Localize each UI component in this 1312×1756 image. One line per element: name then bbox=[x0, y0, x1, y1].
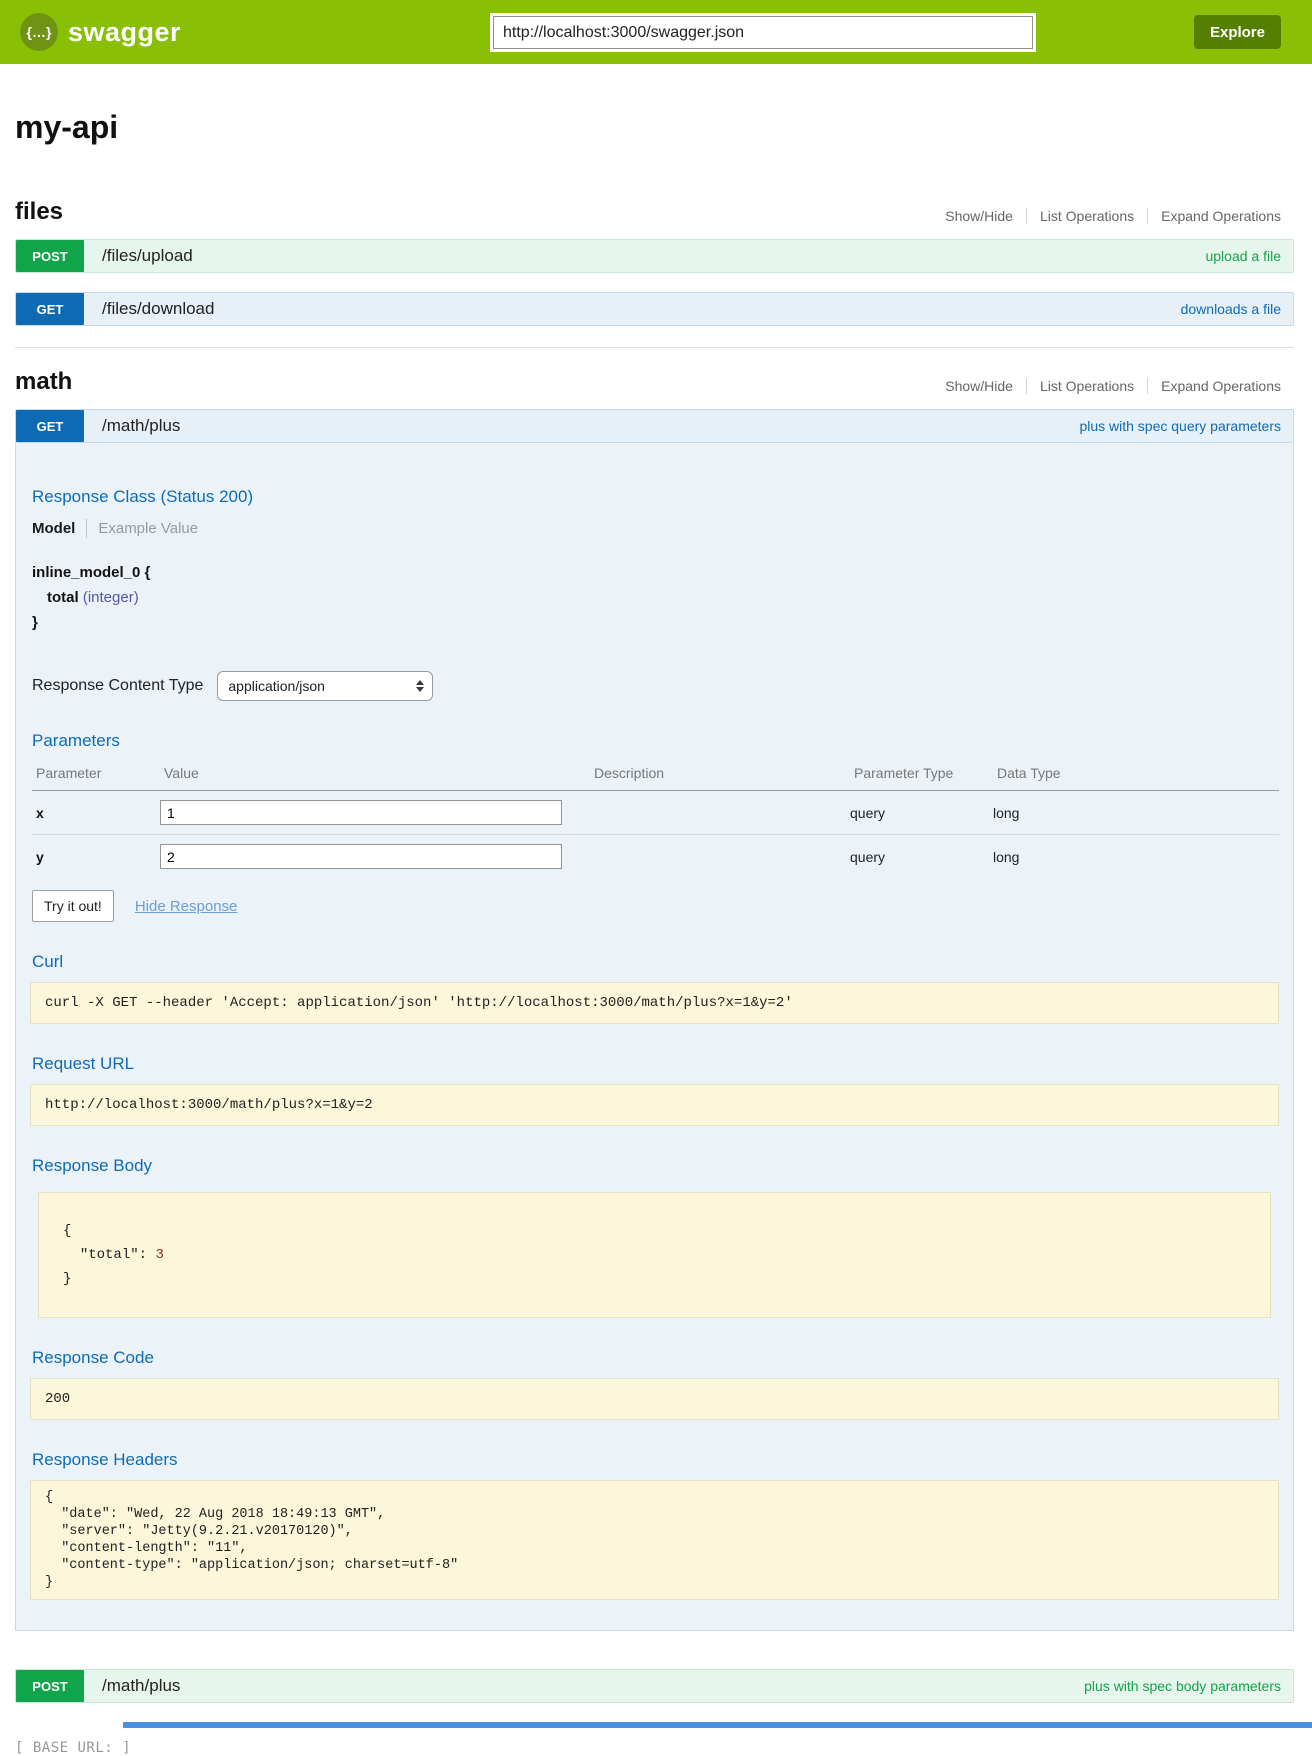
tab-example-value[interactable]: Example Value bbox=[98, 520, 199, 537]
col-data-type: Data Type bbox=[997, 765, 1061, 781]
param-name: y bbox=[36, 848, 44, 865]
resource-options: Show/Hide List Operations Expand Operati… bbox=[932, 378, 1294, 394]
response-code-heading: Response Code bbox=[32, 1348, 154, 1367]
actions-row: Try it out! Hide Response bbox=[32, 890, 1279, 922]
response-headers-heading: Response Headers bbox=[32, 1450, 178, 1469]
curl-command-code: curl -X GET --header 'Accept: applicatio… bbox=[30, 982, 1279, 1024]
top-header: {…} swagger Explore bbox=[0, 0, 1312, 64]
brand-text: swagger bbox=[68, 16, 182, 47]
selected-content-type: application/json bbox=[228, 678, 325, 694]
resource-divider bbox=[15, 347, 1294, 348]
parameter-row-y: y query long bbox=[32, 834, 1279, 878]
endpoint-summary[interactable]: upload a file bbox=[1205, 248, 1281, 264]
model-close-brace: } bbox=[32, 614, 38, 631]
response-class-heading: Response Class (Status 200) bbox=[32, 487, 254, 506]
footer-accent-line bbox=[123, 1722, 1312, 1728]
http-method-badge: GET bbox=[16, 293, 84, 325]
param-x-input[interactable] bbox=[160, 800, 562, 825]
col-description: Description bbox=[594, 765, 665, 781]
resource-options: Show/Hide List Operations Expand Operati… bbox=[932, 208, 1294, 224]
request-url-heading: Request URL bbox=[32, 1054, 135, 1073]
endpoint-row-get-files-download[interactable]: GET /files/download downloads a file bbox=[15, 292, 1294, 326]
list-operations-link[interactable]: List Operations bbox=[1039, 378, 1135, 394]
show-hide-link[interactable]: Show/Hide bbox=[945, 208, 1013, 224]
col-parameter-type: Parameter Type bbox=[854, 765, 954, 781]
response-content-type-label: Response Content Type bbox=[32, 677, 204, 694]
model-tabs: Model Example Value bbox=[32, 519, 1279, 538]
api-url-input[interactable] bbox=[493, 16, 1033, 49]
json-close-brace: } bbox=[63, 1271, 72, 1287]
response-body-code: { "total": 3 } bbox=[38, 1192, 1271, 1318]
json-colon: : bbox=[138, 1247, 148, 1263]
tab-separator bbox=[86, 519, 88, 538]
json-open-brace: { bbox=[63, 1223, 72, 1239]
swagger-braces-icon: {…} bbox=[20, 13, 58, 51]
json-key: "total" bbox=[79, 1247, 139, 1263]
expand-operations-link[interactable]: Expand Operations bbox=[1161, 378, 1281, 394]
json-value: 3 bbox=[155, 1247, 164, 1263]
curl-heading: Curl bbox=[32, 952, 64, 971]
parameters-table-header: Parameter Value Description Parameter Ty… bbox=[32, 761, 1279, 791]
resource-title-files: files bbox=[15, 198, 64, 225]
col-value: Value bbox=[164, 765, 199, 781]
http-method-badge: GET bbox=[16, 410, 84, 442]
resource-header-files: files Show/Hide List Operations Expand O… bbox=[15, 198, 1294, 226]
swagger-logo: {…} swagger bbox=[20, 13, 181, 51]
endpoint-row-post-math-plus[interactable]: POST /math/plus plus with spec body para… bbox=[15, 1669, 1294, 1703]
base-url-footer: [ BASE URL: ] bbox=[15, 1740, 132, 1756]
page-title: my-api bbox=[15, 109, 119, 145]
show-hide-link[interactable]: Show/Hide bbox=[945, 378, 1013, 394]
try-it-out-button[interactable]: Try it out! bbox=[32, 890, 114, 922]
endpoint-path[interactable]: /files/upload bbox=[102, 246, 193, 265]
param-name: x bbox=[36, 804, 44, 821]
expand-operations-link[interactable]: Expand Operations bbox=[1161, 208, 1281, 224]
model-signature: inline_model_0 { total (integer) } bbox=[32, 560, 1279, 635]
response-headers-code: { "date": "Wed, 22 Aug 2018 18:49:13 GMT… bbox=[30, 1480, 1279, 1600]
model-name: inline_model_0 bbox=[32, 564, 141, 581]
response-body-heading: Response Body bbox=[32, 1156, 153, 1175]
http-method-badge: POST bbox=[16, 1670, 84, 1702]
model-open-brace: { bbox=[144, 564, 151, 581]
request-url-code: http://localhost:3000/math/plus?x=1&y=2 bbox=[30, 1084, 1279, 1126]
operation-get-math-plus: GET /math/plus plus with spec query para… bbox=[15, 409, 1294, 1631]
parameters-table: Parameter Value Description Parameter Ty… bbox=[32, 761, 1279, 878]
endpoint-row-get-math-plus[interactable]: GET /math/plus plus with spec query para… bbox=[15, 409, 1294, 443]
list-operations-link[interactable]: List Operations bbox=[1039, 208, 1135, 224]
endpoint-summary[interactable]: plus with spec query parameters bbox=[1079, 418, 1281, 434]
operation-content-panel: Response Class (Status 200) Model Exampl… bbox=[15, 443, 1294, 1631]
parameter-row-x: x query long bbox=[32, 791, 1279, 834]
hide-response-link[interactable]: Hide Response bbox=[134, 897, 238, 915]
endpoint-path[interactable]: /files/download bbox=[102, 299, 215, 318]
endpoint-summary[interactable]: downloads a file bbox=[1180, 301, 1281, 317]
param-data-type: long bbox=[993, 848, 1020, 865]
parameters-heading: Parameters bbox=[32, 731, 120, 750]
param-type: query bbox=[850, 804, 886, 821]
http-method-badge: POST bbox=[16, 240, 84, 272]
endpoint-summary[interactable]: plus with spec body parameters bbox=[1084, 1678, 1281, 1694]
response-code-value: 200 bbox=[30, 1378, 1279, 1420]
resource-header-math: math Show/Hide List Operations Expand Op… bbox=[15, 368, 1294, 396]
response-content-type-select[interactable]: application/json bbox=[217, 671, 434, 701]
param-type: query bbox=[850, 848, 886, 865]
endpoint-path[interactable]: /math/plus bbox=[102, 416, 181, 435]
model-property-type: (integer) bbox=[82, 589, 139, 606]
param-y-input[interactable] bbox=[160, 844, 562, 869]
tab-model[interactable]: Model bbox=[32, 520, 76, 537]
explore-button[interactable]: Explore bbox=[1193, 15, 1281, 49]
select-arrows-icon bbox=[416, 680, 425, 692]
param-data-type: long bbox=[993, 804, 1020, 821]
endpoint-path[interactable]: /math/plus bbox=[102, 1676, 181, 1695]
resource-title-math: math bbox=[15, 368, 73, 395]
endpoint-row-post-files-upload[interactable]: POST /files/upload upload a file bbox=[15, 239, 1294, 273]
response-content-type-row: Response Content Type application/json bbox=[32, 671, 1279, 701]
model-property-name: total bbox=[47, 589, 79, 606]
col-parameter: Parameter bbox=[36, 765, 102, 781]
